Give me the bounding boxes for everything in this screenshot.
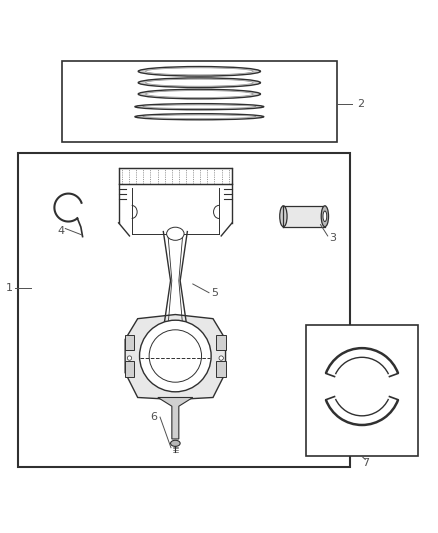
- Text: 6: 6: [150, 412, 157, 422]
- Bar: [119, 168, 232, 183]
- Text: 4: 4: [57, 225, 64, 236]
- Ellipse shape: [170, 440, 180, 446]
- Ellipse shape: [166, 227, 184, 240]
- Bar: [125, 335, 134, 350]
- Bar: [306, 326, 418, 456]
- Ellipse shape: [143, 115, 256, 118]
- Ellipse shape: [138, 67, 261, 76]
- Ellipse shape: [145, 68, 253, 75]
- Text: 7: 7: [362, 458, 369, 468]
- Bar: [18, 153, 350, 467]
- Ellipse shape: [219, 356, 223, 360]
- Ellipse shape: [138, 78, 261, 87]
- Ellipse shape: [135, 103, 264, 110]
- Text: 2: 2: [357, 99, 364, 109]
- Polygon shape: [125, 314, 226, 400]
- Ellipse shape: [135, 114, 264, 120]
- Ellipse shape: [149, 330, 201, 382]
- Bar: [216, 361, 226, 377]
- Ellipse shape: [127, 356, 132, 360]
- Bar: [62, 61, 337, 142]
- Bar: [125, 361, 134, 377]
- Ellipse shape: [323, 211, 327, 222]
- Ellipse shape: [145, 79, 253, 86]
- Polygon shape: [158, 398, 193, 439]
- Ellipse shape: [145, 91, 253, 98]
- Ellipse shape: [138, 89, 261, 99]
- Text: 3: 3: [329, 233, 336, 243]
- Bar: [216, 335, 226, 350]
- Bar: [283, 206, 325, 227]
- Text: 1: 1: [6, 284, 13, 293]
- Ellipse shape: [140, 320, 211, 392]
- Ellipse shape: [280, 206, 287, 227]
- Ellipse shape: [143, 105, 256, 108]
- Text: 5: 5: [211, 288, 218, 298]
- Ellipse shape: [321, 206, 328, 227]
